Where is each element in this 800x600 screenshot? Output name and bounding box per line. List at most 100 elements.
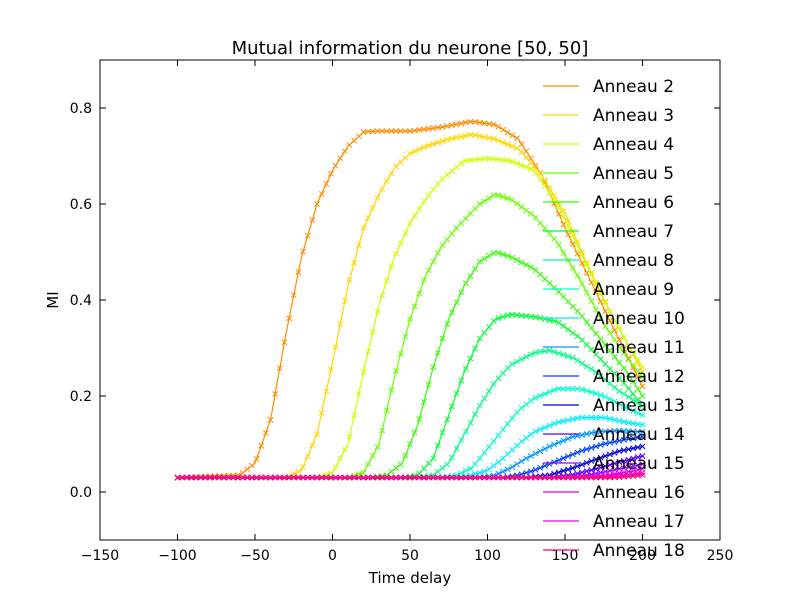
data-point-marker — [541, 275, 548, 282]
data-point-marker — [527, 166, 534, 173]
data-point-marker — [639, 412, 646, 419]
data-point-marker — [439, 429, 446, 436]
data-point-marker — [634, 399, 641, 406]
series-anneau-7 — [174, 311, 646, 481]
data-point-marker — [481, 155, 488, 162]
data-point-marker — [434, 474, 441, 481]
data-point-marker — [309, 474, 316, 481]
data-point-marker — [374, 473, 381, 480]
legend-item: Anneau 18 — [543, 541, 685, 561]
legend-label: Anneau 10 — [593, 309, 685, 329]
data-point-marker — [602, 428, 609, 435]
data-point-marker — [509, 474, 516, 481]
data-point-marker — [560, 351, 567, 358]
data-point-marker — [448, 454, 455, 461]
data-point-marker — [281, 339, 288, 346]
legend-label: Anneau 18 — [593, 541, 685, 561]
data-point-marker — [327, 470, 334, 477]
data-point-marker — [593, 414, 599, 421]
data-point-marker — [397, 350, 404, 357]
data-point-marker — [337, 455, 344, 462]
data-point-marker — [504, 195, 511, 202]
data-point-marker — [467, 131, 474, 138]
data-point-marker — [583, 430, 590, 437]
data-point-marker — [574, 308, 581, 315]
data-point-marker — [639, 373, 646, 380]
data-point-marker — [365, 461, 372, 468]
data-point-marker — [509, 132, 516, 139]
data-point-marker — [611, 427, 618, 434]
data-point-marker — [467, 465, 474, 472]
data-point-marker — [416, 416, 423, 422]
data-point-marker — [574, 250, 581, 257]
data-point-marker — [248, 462, 255, 469]
data-point-marker — [588, 414, 595, 421]
legend-item: Anneau 5 — [543, 164, 674, 184]
data-point-marker — [346, 142, 353, 148]
data-point-marker — [323, 388, 330, 395]
data-point-marker — [518, 259, 525, 266]
data-point-marker — [407, 220, 413, 227]
legend-label: Anneau 15 — [593, 454, 685, 474]
data-point-marker — [281, 474, 288, 481]
data-point-marker — [569, 385, 576, 392]
data-point-marker — [286, 315, 293, 322]
legend-label: Anneau 9 — [593, 280, 674, 300]
data-point-marker — [560, 455, 567, 462]
data-point-marker — [569, 416, 576, 423]
data-point-marker — [486, 195, 493, 202]
data-point-marker — [509, 158, 516, 165]
data-point-marker — [504, 141, 511, 148]
data-point-marker — [527, 431, 534, 438]
data-point-marker — [327, 170, 334, 177]
data-point-marker — [495, 459, 502, 465]
data-point-marker — [221, 474, 227, 481]
data-point-marker — [355, 242, 362, 249]
data-point-marker — [332, 344, 339, 350]
data-point-marker — [467, 474, 474, 481]
data-point-marker — [490, 135, 497, 142]
data-point-marker — [420, 198, 427, 205]
data-point-marker — [490, 381, 497, 387]
data-point-marker — [597, 428, 604, 435]
data-point-marker — [318, 409, 325, 416]
data-point-marker — [337, 321, 344, 327]
data-point-marker — [374, 128, 381, 135]
data-point-marker — [467, 355, 474, 362]
data-point-marker — [434, 250, 441, 256]
data-point-marker — [611, 336, 618, 343]
data-point-marker — [634, 357, 641, 363]
data-point-marker — [588, 271, 595, 278]
legend-label: Anneau 8 — [593, 251, 674, 271]
y-axis-title: MI — [44, 291, 62, 308]
data-point-marker — [518, 458, 525, 465]
data-point-marker — [611, 384, 618, 391]
data-point-marker — [574, 242, 581, 249]
data-point-marker — [448, 309, 455, 316]
legend: Anneau 2 Anneau 3 Anneau 4 Anneau 5 Anneau 6… — [543, 77, 685, 561]
data-point-marker — [606, 308, 613, 315]
data-point-marker — [588, 473, 595, 480]
data-point-marker — [402, 230, 409, 237]
data-point-marker — [332, 162, 339, 169]
data-point-marker — [360, 225, 367, 231]
data-point-marker — [402, 474, 409, 481]
data-point-marker — [565, 298, 572, 305]
data-point-marker — [383, 277, 390, 284]
data-point-marker — [430, 125, 437, 132]
data-point-marker — [388, 170, 395, 177]
data-point-marker — [314, 201, 320, 207]
data-point-marker — [593, 289, 599, 295]
data-point-marker — [532, 474, 539, 481]
legend-label: Anneau 12 — [593, 367, 685, 387]
data-point-marker — [509, 446, 516, 453]
data-point-marker — [388, 387, 395, 394]
data-point-marker — [430, 474, 437, 481]
data-point-marker — [472, 411, 479, 418]
x-tick-label: 50 — [401, 548, 419, 564]
data-point-marker — [630, 396, 637, 403]
data-point-marker — [565, 474, 572, 481]
data-point-marker — [434, 180, 441, 187]
data-point-marker — [639, 364, 646, 371]
